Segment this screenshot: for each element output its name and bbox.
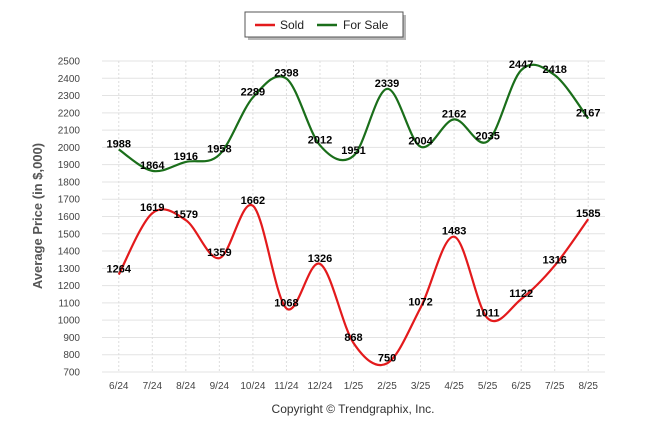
data-label-sold: 1579 xyxy=(174,209,198,221)
data-label-for-sale: 1958 xyxy=(207,144,231,156)
y-tick-label: 1200 xyxy=(58,281,81,292)
data-label-for-sale: 1951 xyxy=(341,145,365,157)
x-tick-label: 4/25 xyxy=(444,381,464,392)
y-tick-label: 2100 xyxy=(58,126,81,137)
data-label-sold: 1264 xyxy=(107,264,132,276)
y-tick-label: 1400 xyxy=(58,247,81,258)
data-label-for-sale: 2167 xyxy=(576,108,600,120)
x-tick-label: 6/25 xyxy=(511,381,531,392)
series-lines xyxy=(117,63,590,367)
data-label-sold: 1359 xyxy=(207,247,231,259)
data-label-for-sale: 1916 xyxy=(174,151,198,163)
data-label-for-sale: 2398 xyxy=(274,68,298,80)
grid-lines xyxy=(102,60,605,373)
y-tick-label: 900 xyxy=(63,333,80,344)
data-label-sold: 868 xyxy=(344,332,362,344)
legend: Sold For Sale xyxy=(244,11,406,40)
data-label-sold: 750 xyxy=(378,352,396,364)
series-line-sold xyxy=(117,204,590,367)
x-tick-label: 2/25 xyxy=(377,381,397,392)
data-label-for-sale: 1988 xyxy=(107,138,131,150)
x-tick-label: 5/25 xyxy=(478,381,498,392)
y-axis-label: Average Price (in $,000) xyxy=(30,143,45,289)
data-label-sold: 1122 xyxy=(509,288,533,300)
data-label-sold: 1072 xyxy=(408,297,432,309)
x-tick-label: 11/24 xyxy=(274,381,299,392)
data-label-for-sale: 2162 xyxy=(442,108,466,120)
x-tick-label: 6/24 xyxy=(109,381,129,392)
data-label-for-sale: 1864 xyxy=(140,160,165,172)
x-tick-label: 1/25 xyxy=(344,381,364,392)
data-label-sold: 1011 xyxy=(476,307,500,319)
data-label-sold: 1662 xyxy=(241,195,265,207)
data-label-for-sale: 2418 xyxy=(542,64,566,76)
x-tick-label: 8/25 xyxy=(578,381,598,392)
x-axis-ticks: 6/24 7/24 8/24 9/24 10/24 11/24 12/24 1/25 2/25 3… xyxy=(109,381,598,392)
data-label-sold: 1483 xyxy=(442,226,466,238)
x-tick-label: 7/25 xyxy=(545,381,565,392)
copyright-footer: Copyright © Trendgraphix, Inc. xyxy=(272,402,435,416)
y-tick-label: 2300 xyxy=(58,91,81,102)
y-tick-label: 2500 xyxy=(58,57,81,68)
data-label-sold: 1585 xyxy=(576,208,600,220)
data-label-sold: 1316 xyxy=(542,255,566,267)
y-tick-label: 2000 xyxy=(58,143,81,154)
x-tick-label: 9/24 xyxy=(210,381,230,392)
y-tick-label: 1500 xyxy=(58,229,81,240)
y-tick-label: 800 xyxy=(63,350,80,361)
y-axis-ticks: 700 800 900 1000 1100 1200 1300 1400 1500 1600 170… xyxy=(58,57,81,379)
y-tick-label: 2400 xyxy=(58,74,81,85)
data-label-for-sale: 2035 xyxy=(475,130,499,142)
data-label-for-sale: 2339 xyxy=(375,78,399,90)
y-tick-label: 1300 xyxy=(58,264,81,275)
y-tick-label: 1700 xyxy=(58,195,81,206)
x-tick-label: 3/25 xyxy=(411,381,431,392)
x-tick-label: 8/24 xyxy=(176,381,196,392)
y-tick-label: 1600 xyxy=(58,212,81,223)
x-tick-label: 12/24 xyxy=(307,381,332,392)
y-tick-label: 700 xyxy=(63,368,80,379)
data-labels: 1264 1619 1579 1359 1662 1068 1326 868 750 1072 14… xyxy=(107,59,601,364)
y-tick-label: 1100 xyxy=(58,298,80,309)
x-tick-label: 10/24 xyxy=(240,381,265,392)
series-line-for-sale xyxy=(118,63,590,173)
x-tick-label: 7/24 xyxy=(143,381,163,392)
legend-label-sold: Sold xyxy=(280,18,304,32)
data-label-for-sale: 2004 xyxy=(408,136,433,148)
data-label-sold: 1619 xyxy=(140,202,164,214)
y-tick-label: 1900 xyxy=(58,160,81,171)
y-tick-label: 2200 xyxy=(58,108,81,119)
data-label-for-sale: 2289 xyxy=(241,86,265,98)
data-label-sold: 1326 xyxy=(308,253,332,265)
data-label-for-sale: 2447 xyxy=(509,59,533,71)
data-label-for-sale: 2012 xyxy=(308,134,332,146)
y-tick-label: 1000 xyxy=(58,316,81,327)
y-tick-label: 1800 xyxy=(58,177,81,188)
legend-label-for-sale: For Sale xyxy=(343,18,389,32)
data-label-sold: 1068 xyxy=(274,297,298,309)
